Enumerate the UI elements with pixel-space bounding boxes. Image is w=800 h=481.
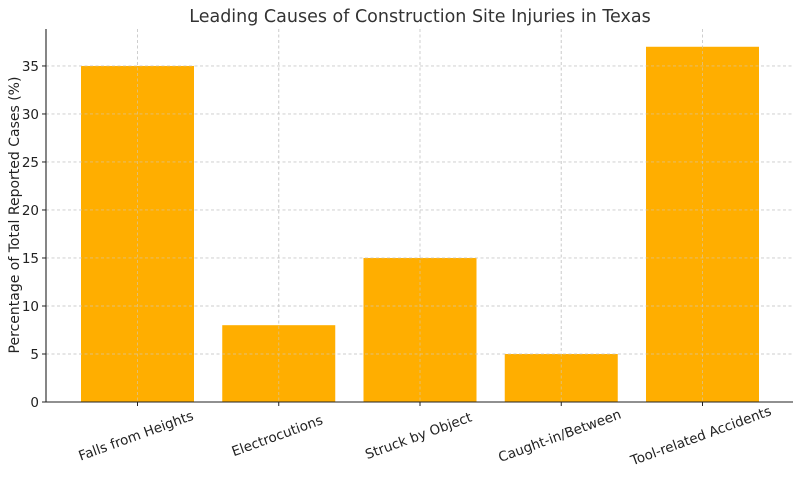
y-tick-label: 30 — [22, 107, 39, 123]
x-tick-label: Caught-in/Between — [496, 407, 623, 466]
y-tick-label: 15 — [22, 251, 39, 267]
y-axis-label: Percentage of Total Reported Cases (%) — [7, 77, 23, 354]
y-tick-label: 0 — [30, 395, 39, 411]
bar-layer — [46, 29, 793, 403]
y-tick-label: 35 — [22, 59, 39, 75]
bar — [363, 257, 477, 402]
x-tick-label: Electrocutions — [230, 412, 325, 460]
x-tick-label: Tool-related Accidents — [628, 403, 774, 469]
chart-title: Leading Causes of Construction Site Inju… — [189, 7, 650, 27]
bar — [222, 325, 336, 402]
y-tick-label: 20 — [22, 203, 39, 219]
y-tick-label: 10 — [22, 299, 39, 315]
x-tick-label: Falls from Heights — [77, 408, 196, 464]
y-tick-label: 5 — [30, 347, 39, 363]
x-tick-label: Struck by Object — [363, 410, 474, 463]
y-tick-label: 25 — [22, 155, 39, 171]
